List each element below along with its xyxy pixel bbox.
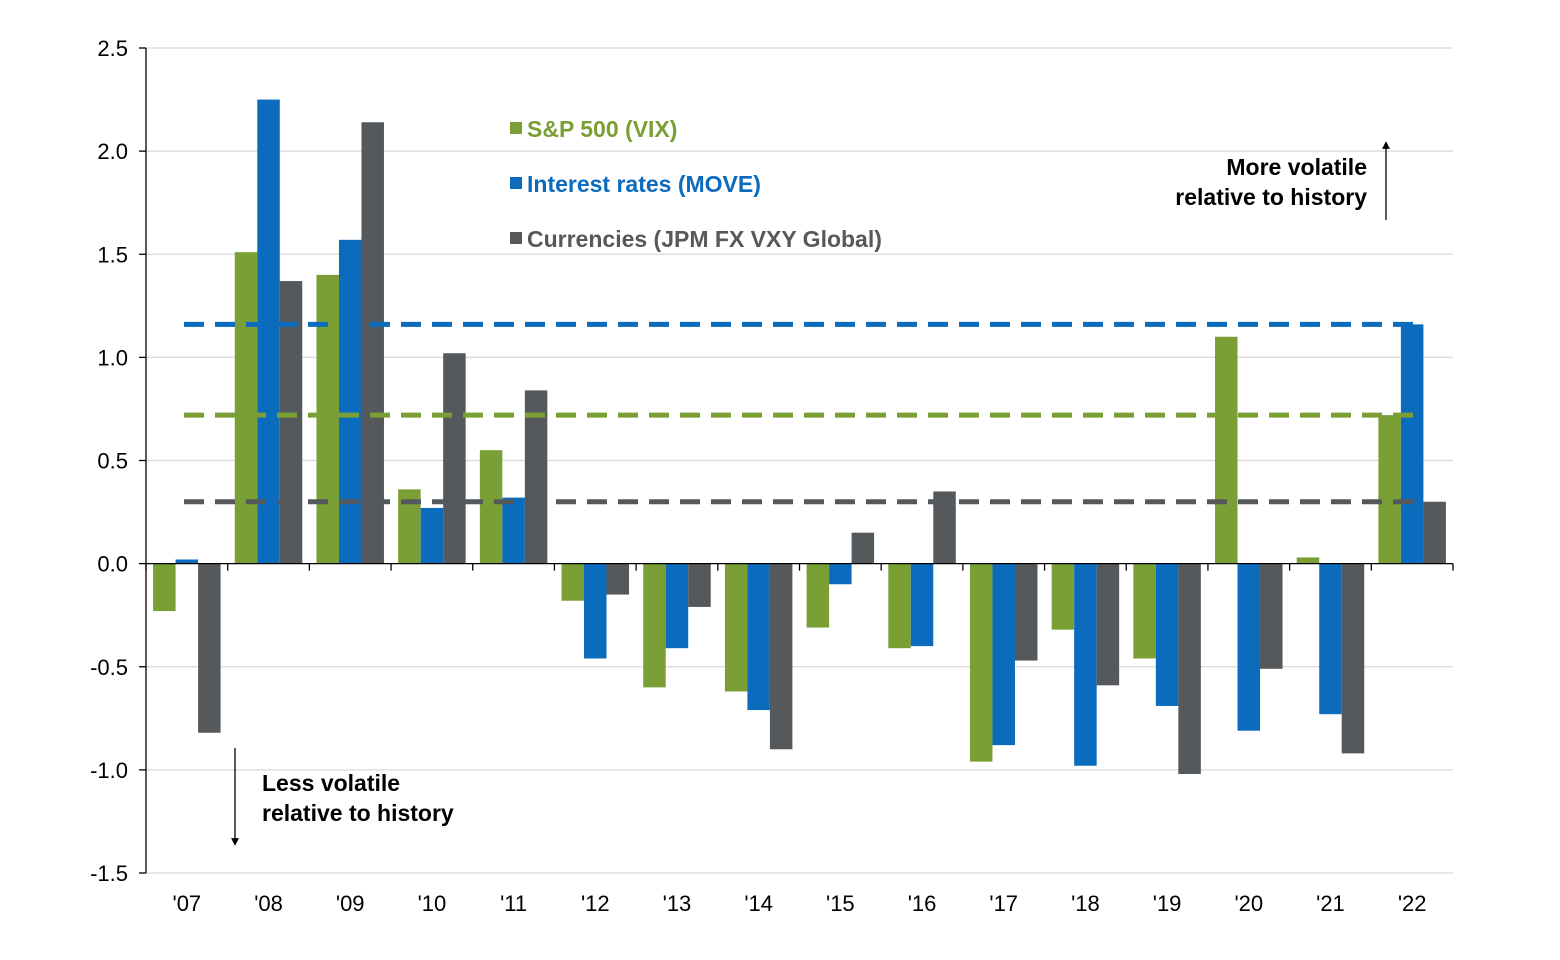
bar-1-7 [747,563,770,711]
x-tick-label: '10 [418,891,447,916]
x-tick-label: '12 [581,891,610,916]
x-tick-label: '18 [1071,891,1100,916]
bar-0-15 [1378,415,1401,564]
bar-0-5 [561,563,585,601]
legend: S&P 500 (VIX) Interest rates (MOVE) Curren… [510,116,882,252]
series-2 [198,122,1446,774]
y-tick-label: 0.5 [97,449,128,474]
annotation-less-volatile-line-0: Less volatile [262,770,400,796]
y-tick-label: 0.0 [97,552,128,577]
bar-2-9 [933,491,956,564]
x-tick-label: '13 [663,891,692,916]
bar-2-4 [524,390,548,564]
x-tick-label: '14 [744,891,773,916]
x-tick-label: '19 [1153,891,1182,916]
series-0 [153,252,1401,762]
x-tick-label: '08 [254,891,283,916]
bar-2-2 [361,122,384,564]
legend-label-1: Interest rates (MOVE) [527,171,761,197]
x-tick-label: '22 [1398,891,1427,916]
bar-2-7 [769,563,793,750]
x-axis-labels: '07 '08 '09 '10 '11 '12 '13 '14 '15 '16 '17 '18 '19 '… [173,891,1427,916]
y-tick-label: 2.5 [97,36,128,61]
bar-1-10 [992,563,1015,746]
y-tick-label: 1.5 [97,242,128,267]
x-tick-label: '07 [173,891,202,916]
bar-1-5 [584,563,607,659]
bar-0-6 [643,563,666,688]
bar-2-13 [1260,563,1283,669]
annotations: More volatile relative to history Less vol… [231,141,1390,846]
bar-1-8 [829,563,852,585]
bar-0-8 [806,563,830,628]
x-tick-label: '20 [1234,891,1263,916]
bar-1-12 [1155,563,1179,706]
y-tick-label: 1.0 [97,345,128,370]
bar-2-6 [688,563,711,607]
y-tick-label: -1.0 [90,758,128,783]
annotation-more-volatile-line-1: relative to history [1175,184,1367,210]
x-tick-label: '16 [908,891,937,916]
legend-swatch-2 [510,232,522,244]
bar-1-9 [910,563,934,647]
bar-0-9 [888,563,911,649]
bar-0-11 [1051,563,1075,630]
bar-0-2 [316,274,339,564]
bar-0-12 [1133,563,1156,659]
x-tick-label: '15 [826,891,855,916]
bar-2-12 [1178,563,1201,774]
y-axis-labels: 2.5 2.0 1.5 1.0 0.5 0.0 -0.5 -1.0 -1.5 [90,36,146,886]
bar-2-10 [1014,563,1038,661]
bar-1-0 [175,559,199,564]
legend-label-2: Currencies (JPM FX VXY Global) [527,226,882,252]
bar-0-14 [1296,557,1320,564]
bar-1-6 [665,563,689,649]
bar-0-3 [398,489,421,564]
bar-2-3 [443,353,466,564]
bar-2-14 [1341,563,1365,754]
bar-0-1 [234,252,258,564]
bar-0-10 [969,563,993,762]
bar-2-0 [198,563,221,733]
legend-label-0: S&P 500 (VIX) [527,116,677,142]
bar-1-11 [1074,563,1097,766]
bar-2-15 [1423,501,1446,564]
bar-0-4 [479,450,503,564]
bar-0-7 [724,563,748,692]
bar-2-1 [279,281,303,564]
bar-0-0 [153,563,176,612]
bar-2-5 [606,563,630,595]
x-tick-label: '17 [989,891,1018,916]
bar-1-3 [420,507,444,564]
bar-1-14 [1319,563,1342,715]
bar-1-13 [1237,563,1261,731]
annotation-more-volatile-line-0: More volatile [1226,154,1367,180]
bar-1-2 [338,239,362,564]
annotation-less-volatile-line-1: relative to history [262,800,454,826]
x-tick-label: '21 [1316,891,1345,916]
y-tick-label: 2.0 [97,139,128,164]
bar-1-15 [1400,324,1424,564]
bar-1-1 [257,99,280,564]
bar-0-13 [1215,336,1238,564]
y-tick-label: -0.5 [90,655,128,680]
x-tick-label: '09 [336,891,365,916]
y-tick-label: -1.5 [90,861,128,886]
bars [153,99,1446,774]
legend-swatch-0 [510,122,522,134]
bar-2-11 [1096,563,1120,686]
bar-1-4 [502,497,525,564]
legend-swatch-1 [510,177,522,189]
reference-lines [184,321,1418,505]
bar-2-8 [851,532,875,564]
x-tick-label: '11 [500,891,527,916]
